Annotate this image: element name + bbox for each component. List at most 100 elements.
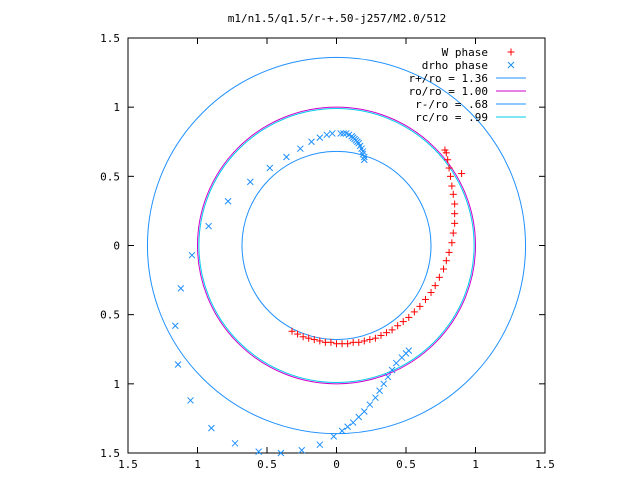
data-point xyxy=(360,408,368,415)
data-point xyxy=(380,380,388,388)
legend-label: r+/ro = 1.36 xyxy=(409,72,488,85)
data-point xyxy=(316,337,324,345)
circle-r-ro xyxy=(241,150,432,341)
data-point xyxy=(377,331,385,339)
x-tick-label: 0.5 xyxy=(396,458,416,471)
data-point xyxy=(416,302,424,310)
data-point xyxy=(266,164,274,172)
data-point xyxy=(187,397,194,404)
data-point xyxy=(435,273,443,281)
data-point xyxy=(297,145,304,153)
data-point xyxy=(441,146,449,154)
data-point xyxy=(316,134,324,141)
data-point xyxy=(294,330,302,338)
data-point xyxy=(231,439,239,447)
data-point xyxy=(174,361,182,368)
data-point xyxy=(440,265,448,273)
legend-label: W phase xyxy=(442,46,488,59)
data-point xyxy=(371,334,379,342)
legend-label: r-/ro = .68 xyxy=(415,98,488,111)
data-point xyxy=(323,131,331,139)
data-point xyxy=(376,387,383,395)
data-point xyxy=(224,197,232,205)
legend-label: rc/ro = .99 xyxy=(415,111,488,124)
axis-tick-labels: 1.5 1 0.5 0 0.5 1 1.51.510.500.511.5 xyxy=(100,32,555,471)
data-point xyxy=(405,347,413,354)
data-point xyxy=(458,170,466,178)
data-point xyxy=(394,322,402,330)
legend-label: drho phase xyxy=(422,59,488,72)
data-point xyxy=(299,333,307,341)
data-point xyxy=(392,359,400,367)
data-point xyxy=(359,148,367,155)
x-tick-label: 1.5 xyxy=(118,458,138,471)
data-series xyxy=(171,130,466,457)
data-point xyxy=(405,313,413,321)
data-point xyxy=(388,326,396,334)
data-point xyxy=(310,336,318,344)
data-point xyxy=(277,449,285,457)
data-point xyxy=(344,423,351,431)
x-tick-label: 1 xyxy=(472,458,479,471)
x-tick-label: 1.5 xyxy=(535,458,555,471)
data-point xyxy=(338,427,346,435)
data-point xyxy=(308,138,315,146)
data-point xyxy=(451,210,459,218)
legend-swatch xyxy=(507,48,515,56)
data-point xyxy=(445,248,453,256)
data-point xyxy=(427,289,435,297)
data-point xyxy=(171,322,179,330)
data-point xyxy=(421,295,429,303)
series-drho-phase xyxy=(171,130,413,457)
data-point xyxy=(355,338,363,346)
data-point xyxy=(340,130,347,137)
y-tick-label: 1.5 xyxy=(100,447,120,460)
legend-swatch xyxy=(507,61,515,69)
x-tick-label: 1 xyxy=(194,458,201,471)
legend-label: ro/ro = 1.00 xyxy=(409,85,488,98)
data-point xyxy=(255,448,263,455)
data-point xyxy=(355,413,363,421)
data-point xyxy=(177,285,185,292)
data-point xyxy=(410,308,418,316)
data-point xyxy=(372,394,379,402)
chart-title: m1/n1.5/q1.5/r-+.50-j257/M2.0/512 xyxy=(228,12,447,25)
data-point xyxy=(316,441,324,449)
data-point xyxy=(449,229,457,237)
data-point xyxy=(208,424,215,432)
y-tick-label: 0.5 xyxy=(100,170,120,183)
data-point xyxy=(246,178,254,186)
data-point xyxy=(366,401,374,408)
data-point xyxy=(349,419,357,426)
circle-roro xyxy=(197,106,476,385)
y-tick-label: 0 xyxy=(113,240,120,253)
data-point xyxy=(283,153,290,161)
data-point xyxy=(305,334,313,342)
data-point xyxy=(444,156,452,164)
data-point xyxy=(366,336,374,344)
data-point xyxy=(446,172,454,180)
data-point xyxy=(384,373,392,381)
data-point xyxy=(383,329,391,337)
data-point xyxy=(360,337,368,345)
data-point xyxy=(388,366,396,374)
circle-rcro xyxy=(198,108,475,383)
data-point xyxy=(360,156,368,164)
data-point xyxy=(327,338,335,346)
data-point xyxy=(449,190,457,198)
data-point xyxy=(344,340,352,348)
data-point xyxy=(451,219,459,227)
data-point xyxy=(451,200,459,208)
axis-ticks xyxy=(127,37,546,454)
y-tick-label: 1 xyxy=(113,378,120,391)
data-point xyxy=(188,251,196,259)
data-point xyxy=(298,446,306,454)
data-point xyxy=(442,257,450,265)
data-point xyxy=(360,153,368,161)
data-point xyxy=(399,318,407,326)
y-tick-label: 0.5 xyxy=(100,309,120,322)
data-point xyxy=(431,282,439,290)
data-point xyxy=(328,130,336,137)
